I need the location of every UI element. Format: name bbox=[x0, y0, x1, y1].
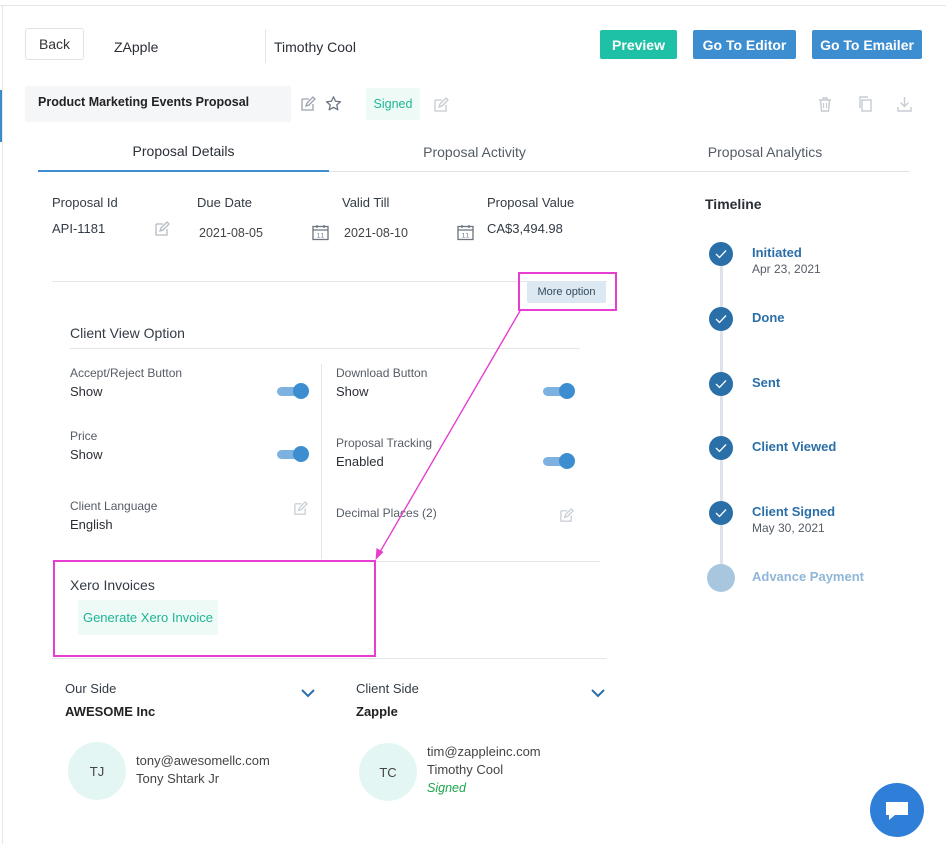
client-side-label: Client Side bbox=[356, 681, 419, 696]
client-view-divider bbox=[70, 348, 580, 349]
contact-name: Timothy Cool bbox=[274, 39, 356, 55]
timeline-step-initiated-date: Apr 23, 2021 bbox=[752, 262, 821, 276]
client-side-chevron-down-icon[interactable] bbox=[590, 685, 606, 701]
client-view-title: Client View Option bbox=[70, 325, 185, 341]
timeline-initiated-check-icon bbox=[709, 242, 733, 266]
timeline-track bbox=[720, 254, 723, 576]
client-language-value: English bbox=[70, 517, 113, 532]
edit-language-icon[interactable] bbox=[292, 500, 308, 516]
svg-text:11: 11 bbox=[461, 232, 469, 239]
price-value: Show bbox=[70, 447, 103, 462]
client-side-avatar: TC bbox=[359, 743, 417, 801]
timeline-step-client-signed: Client Signed bbox=[752, 504, 836, 519]
proposal-title: Product Marketing Events Proposal bbox=[25, 86, 291, 122]
timeline-sent-check-icon bbox=[709, 372, 733, 396]
proposal-value-amount: CA$3,494.98 bbox=[487, 221, 563, 236]
valid-till-value[interactable]: 2021-08-10 bbox=[344, 226, 408, 240]
proposal-tracking-label: Proposal Tracking bbox=[336, 436, 433, 450]
client-side-company: Zapple bbox=[356, 704, 398, 719]
our-side-avatar: TJ bbox=[68, 742, 126, 800]
edit-status-icon[interactable] bbox=[432, 96, 450, 114]
proposal-tracking-toggle[interactable] bbox=[543, 453, 575, 469]
proposal-tracking-value: Enabled bbox=[336, 454, 384, 469]
due-date-label: Due Date bbox=[197, 195, 252, 210]
valid-till-label: Valid Till bbox=[342, 195, 390, 210]
more-option-button[interactable]: More option bbox=[527, 281, 606, 303]
download-button-value: Show bbox=[336, 384, 369, 399]
client-side-status: Signed bbox=[427, 781, 466, 795]
status-badge: Signed bbox=[366, 88, 420, 120]
proposal-id-value: API-1181 bbox=[52, 221, 106, 236]
tab-proposal-details[interactable]: Proposal Details bbox=[38, 131, 329, 172]
frame-top-border bbox=[0, 5, 946, 6]
timeline-done-check-icon bbox=[709, 307, 733, 331]
price-label: Price bbox=[70, 429, 98, 443]
frame-left-border bbox=[2, 5, 3, 844]
timeline-step-client-signed-date: May 30, 2021 bbox=[752, 521, 825, 535]
client-language-label: Client Language bbox=[70, 499, 158, 513]
copy-icon[interactable] bbox=[856, 95, 874, 113]
due-date-value[interactable]: 2021-08-05 bbox=[199, 226, 263, 240]
proposal-id-label: Proposal Id bbox=[52, 195, 118, 210]
timeline-client-viewed-check-icon bbox=[709, 436, 733, 460]
timeline-client-signed-check-icon bbox=[709, 501, 733, 525]
tab-proposal-activity[interactable]: Proposal Activity bbox=[423, 143, 526, 160]
our-side-email: tony@awesomellc.com bbox=[136, 753, 270, 768]
generate-xero-invoice-button[interactable]: Generate Xero Invoice bbox=[78, 600, 218, 635]
details-divider bbox=[52, 281, 607, 282]
accept-reject-value: Show bbox=[70, 384, 103, 399]
company-name: ZApple bbox=[114, 39, 159, 55]
client-side-name: Timothy Cool bbox=[427, 762, 504, 777]
timeline-step-client-viewed: Client Viewed bbox=[752, 439, 837, 454]
timeline-step-done: Done bbox=[752, 310, 785, 325]
chat-launcher-button[interactable] bbox=[870, 783, 924, 837]
our-side-contact: tony@awesomellc.com Tony Shtark Jr bbox=[136, 752, 270, 788]
preview-button[interactable]: Preview bbox=[600, 30, 677, 59]
proposal-tabs: Proposal Details Proposal Activity Propo… bbox=[38, 131, 910, 172]
go-to-emailer-button[interactable]: Go To Emailer bbox=[812, 30, 922, 59]
our-side-name: Tony Shtark Jr bbox=[136, 771, 220, 786]
timeline-step-initiated: Initiated bbox=[752, 245, 802, 260]
edit-id-icon[interactable] bbox=[153, 220, 171, 238]
accept-reject-toggle[interactable] bbox=[277, 383, 309, 399]
timeline-step-sent: Sent bbox=[752, 375, 781, 390]
xero-divider bbox=[52, 658, 607, 659]
tab-proposal-analytics[interactable]: Proposal Analytics bbox=[707, 143, 823, 160]
our-side-company: AWESOME Inc bbox=[65, 704, 156, 719]
back-button[interactable]: Back bbox=[25, 28, 84, 60]
download-button-label: Download Button bbox=[336, 366, 428, 380]
our-side-chevron-down-icon[interactable] bbox=[300, 685, 316, 701]
trash-icon[interactable] bbox=[816, 95, 834, 113]
frame-active-indicator bbox=[0, 90, 2, 142]
proposal-value-label: Proposal Value bbox=[487, 195, 575, 210]
download-icon[interactable] bbox=[895, 95, 913, 113]
due-date-calendar-icon[interactable]: 11 bbox=[311, 223, 329, 241]
xero-highlight bbox=[53, 560, 376, 657]
svg-text:11: 11 bbox=[316, 232, 324, 239]
chat-bubble-icon bbox=[886, 802, 908, 820]
price-toggle[interactable] bbox=[277, 446, 309, 462]
client-view-column-divider bbox=[321, 364, 322, 559]
valid-till-calendar-icon[interactable]: 11 bbox=[456, 223, 474, 241]
decimal-places-label: Decimal Places (2) bbox=[336, 506, 437, 520]
timeline-advance-payment-dot bbox=[707, 564, 735, 592]
go-to-editor-button[interactable]: Go To Editor bbox=[693, 30, 796, 59]
accept-reject-label: Accept/Reject Button bbox=[70, 366, 183, 380]
header-divider bbox=[265, 29, 266, 63]
star-icon[interactable] bbox=[324, 94, 343, 113]
our-side-label: Our Side bbox=[65, 681, 117, 696]
edit-decimal-icon[interactable] bbox=[558, 507, 574, 523]
more-option-highlight bbox=[518, 272, 617, 311]
timeline-title: Timeline bbox=[705, 196, 762, 212]
xero-title: Xero Invoices bbox=[70, 577, 155, 593]
download-button-toggle[interactable] bbox=[543, 383, 575, 399]
edit-title-icon[interactable] bbox=[299, 95, 317, 113]
timeline-step-advance-payment: Advance Payment bbox=[752, 569, 864, 584]
client-side-email: tim@zappleinc.com bbox=[427, 744, 541, 759]
client-side-contact: tim@zappleinc.com Timothy Cool Signed bbox=[427, 743, 541, 797]
